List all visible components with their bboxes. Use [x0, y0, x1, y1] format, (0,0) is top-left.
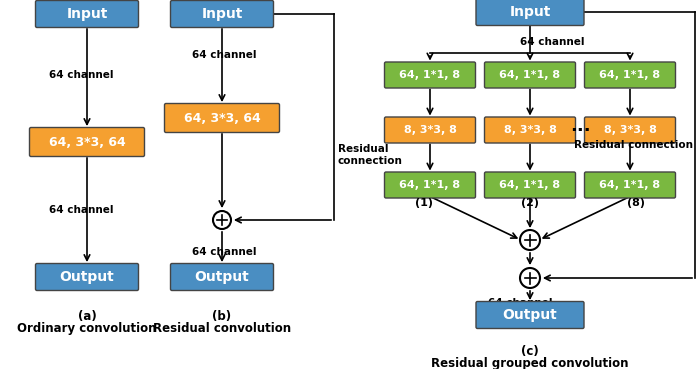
Text: 64 channel: 64 channel [192, 50, 256, 60]
FancyBboxPatch shape [36, 263, 139, 290]
FancyBboxPatch shape [171, 263, 274, 290]
FancyBboxPatch shape [584, 62, 676, 88]
Text: (b): (b) [212, 310, 232, 323]
FancyBboxPatch shape [384, 172, 475, 198]
FancyBboxPatch shape [476, 301, 584, 328]
Text: Ordinary convolution: Ordinary convolution [18, 322, 157, 335]
Text: 64 channel: 64 channel [49, 205, 113, 215]
Text: 64, 3*3, 64: 64, 3*3, 64 [183, 111, 260, 124]
Text: 64, 3*3, 64: 64, 3*3, 64 [48, 135, 125, 148]
Text: (c): (c) [521, 345, 539, 358]
Text: 64, 1*1, 8: 64, 1*1, 8 [499, 70, 561, 80]
Text: (1): (1) [415, 199, 433, 208]
FancyBboxPatch shape [36, 0, 139, 28]
Text: (2): (2) [521, 199, 539, 208]
Text: 64, 1*1, 8: 64, 1*1, 8 [599, 70, 661, 80]
FancyBboxPatch shape [484, 172, 575, 198]
Text: 8, 3*3, 8: 8, 3*3, 8 [404, 125, 456, 135]
FancyBboxPatch shape [384, 117, 475, 143]
Text: 64 channel: 64 channel [192, 247, 256, 257]
FancyBboxPatch shape [484, 117, 575, 143]
Text: Output: Output [60, 270, 114, 284]
Text: Residual grouped convolution: Residual grouped convolution [431, 357, 629, 369]
Text: Residual convolution: Residual convolution [153, 322, 291, 335]
Text: Residual connection: Residual connection [574, 140, 693, 150]
FancyBboxPatch shape [584, 117, 676, 143]
FancyBboxPatch shape [476, 0, 584, 25]
Text: 64 channel: 64 channel [520, 37, 584, 47]
Text: 64, 1*1, 8: 64, 1*1, 8 [499, 180, 561, 190]
Text: 64, 1*1, 8: 64, 1*1, 8 [599, 180, 661, 190]
Text: ···: ··· [570, 122, 590, 140]
Text: 64, 1*1, 8: 64, 1*1, 8 [400, 70, 461, 80]
FancyBboxPatch shape [29, 128, 144, 156]
Text: Input: Input [202, 7, 243, 21]
FancyBboxPatch shape [584, 172, 676, 198]
Text: Input: Input [66, 7, 108, 21]
FancyBboxPatch shape [384, 62, 475, 88]
FancyBboxPatch shape [164, 103, 279, 132]
Text: (8): (8) [627, 199, 645, 208]
Text: 64 channel: 64 channel [488, 298, 552, 308]
FancyBboxPatch shape [484, 62, 575, 88]
Text: Output: Output [503, 308, 557, 322]
Text: 64 channel: 64 channel [49, 70, 113, 80]
Text: 8, 3*3, 8: 8, 3*3, 8 [603, 125, 657, 135]
Text: Input: Input [510, 5, 551, 19]
Text: Output: Output [195, 270, 249, 284]
FancyBboxPatch shape [171, 0, 274, 28]
Text: (a): (a) [78, 310, 97, 323]
Text: 8, 3*3, 8: 8, 3*3, 8 [503, 125, 556, 135]
Text: Residual
connection: Residual connection [338, 144, 403, 166]
Text: 64, 1*1, 8: 64, 1*1, 8 [400, 180, 461, 190]
